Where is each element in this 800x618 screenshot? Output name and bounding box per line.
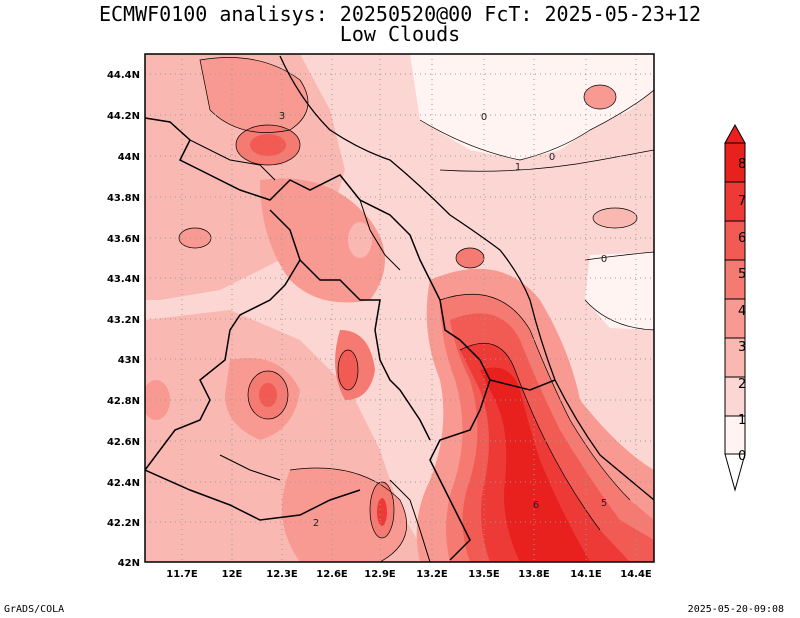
lon-tick: 12E <box>222 569 243 580</box>
contour-lines <box>178 57 654 562</box>
colorbar-label: 6 <box>738 231 746 246</box>
lon-axis: 11.7E 12E 12.3E 12.6E 12.9E 13.2E 13.5E … <box>166 569 652 580</box>
lat-tick: 44N <box>118 152 140 163</box>
colorbar-label: 4 <box>738 304 746 319</box>
contour-labels: 0 0 0 1 3 2 6 5 <box>279 111 607 529</box>
lat-tick: 44.2N <box>107 111 140 122</box>
lon-tick: 12.3E <box>266 569 298 580</box>
lon-tick: 14.4E <box>620 569 652 580</box>
chart-subtitle: Low Clouds <box>339 22 461 46</box>
colorbar-label: 1 <box>738 413 746 428</box>
lon-tick: 12.6E <box>316 569 348 580</box>
lat-tick: 42.8N <box>107 396 140 407</box>
colorbar-label: 3 <box>738 340 746 355</box>
contour-label: 3 <box>279 111 285 122</box>
contour-label: 0 <box>601 254 607 265</box>
colorbar-label: 2 <box>738 377 746 392</box>
chart-title: ECMWF0100 analisys: 20250520@00 FcT: 202… <box>98 2 702 26</box>
lat-tick: 44.4N <box>107 70 140 81</box>
lat-tick: 43.6N <box>107 234 140 245</box>
lon-tick: 12.9E <box>364 569 396 580</box>
contour-label: 0 <box>549 152 555 163</box>
lat-tick: 42.4N <box>107 478 140 489</box>
lat-tick: 43N <box>118 355 140 366</box>
contour-label: 1 <box>515 162 521 173</box>
lon-tick: 14.1E <box>570 569 602 580</box>
software-credit: GrADS/COLA <box>4 604 65 615</box>
colorbar-label: 8 <box>738 157 746 172</box>
lon-tick: 11.7E <box>166 569 198 580</box>
contour-label: 6 <box>533 500 539 511</box>
lon-tick: 13.2E <box>416 569 448 580</box>
contour-label: 5 <box>601 498 607 509</box>
lat-tick: 43.4N <box>107 274 140 285</box>
lat-tick: 43.8N <box>107 193 140 204</box>
lat-tick: 43.2N <box>107 315 140 326</box>
colorbar-label: 7 <box>738 194 746 209</box>
lat-tick: 42.6N <box>107 437 140 448</box>
boundaries <box>145 55 654 562</box>
map-frame <box>144 53 655 563</box>
lat-tick: 42N <box>118 558 140 569</box>
colorbar-max-arrow <box>724 123 746 144</box>
colorbar: 8 7 6 5 4 3 2 1 0 <box>724 123 746 492</box>
colorbar-min-arrow <box>724 453 746 492</box>
cloud-field <box>145 54 654 562</box>
lat-axis: 44.4N 44.2N 44N 43.8N 43.6N 43.4N 43.2N … <box>107 70 140 569</box>
colorbar-label: 0 <box>738 449 746 464</box>
lon-tick: 13.5E <box>468 569 500 580</box>
contour-label: 2 <box>313 518 319 529</box>
contour-label: 0 <box>481 112 487 123</box>
lon-tick: 13.8E <box>518 569 550 580</box>
generation-timestamp: 2025-05-20-09:08 <box>687 604 784 615</box>
lat-tick: 42.2N <box>107 518 140 529</box>
colorbar-label: 5 <box>738 267 746 282</box>
